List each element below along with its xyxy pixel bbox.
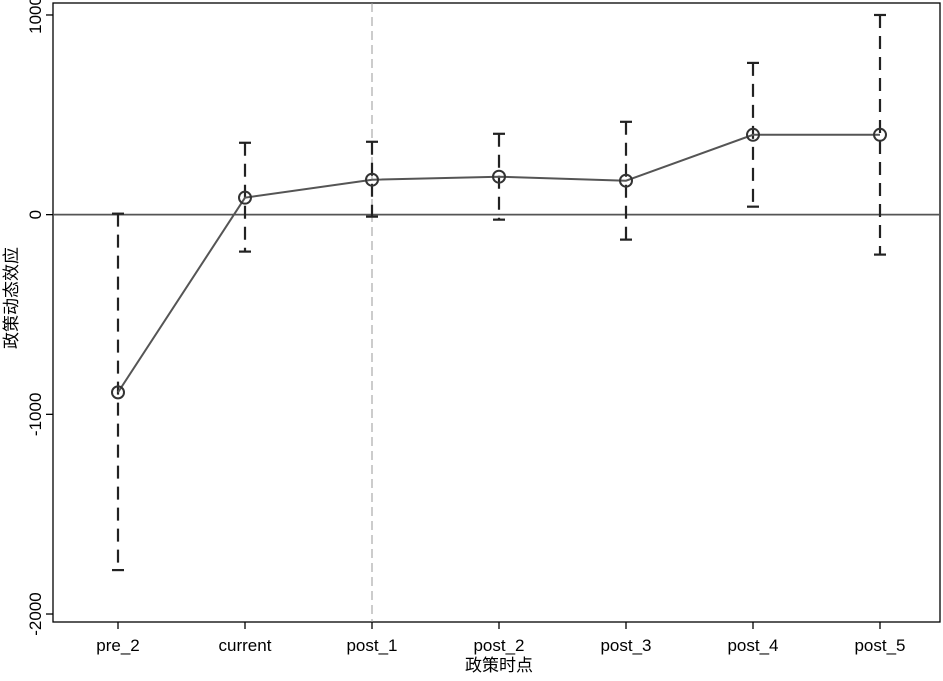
points-group <box>111 127 887 400</box>
x-tick-label: post_3 <box>600 636 651 655</box>
error-bars-group <box>112 13 886 572</box>
reference-lines-group <box>53 3 940 622</box>
x-axis-title: 政策时点 <box>465 656 533 675</box>
plot-frame <box>52 2 941 623</box>
series-line-group <box>117 133 880 393</box>
tick-labels-group: -2000 -1000 0 1000 pre_2 current post_1 post_2 p… <box>26 0 906 655</box>
data-point <box>746 127 760 142</box>
data-point <box>365 172 379 187</box>
y-tick-label: 1000 <box>26 0 45 34</box>
y-axis-title: 政策动态效应 <box>2 247 21 349</box>
x-tick-label: post_4 <box>727 636 778 655</box>
data-point <box>492 169 506 184</box>
x-tick-label: post_2 <box>473 636 524 655</box>
data-point <box>873 127 887 142</box>
y-tick-label: 0 <box>26 210 45 219</box>
data-point <box>619 173 633 188</box>
series-line <box>117 133 880 393</box>
y-tick-label: -1000 <box>26 393 45 436</box>
data-point <box>238 190 252 205</box>
data-point <box>111 385 125 400</box>
x-tick-label: post_5 <box>854 636 905 655</box>
axes-group <box>46 2 941 629</box>
y-tick-label: -2000 <box>26 592 45 635</box>
x-tick-label: pre_2 <box>96 636 139 655</box>
x-tick-label: post_1 <box>346 636 397 655</box>
x-tick-label: current <box>219 636 272 655</box>
